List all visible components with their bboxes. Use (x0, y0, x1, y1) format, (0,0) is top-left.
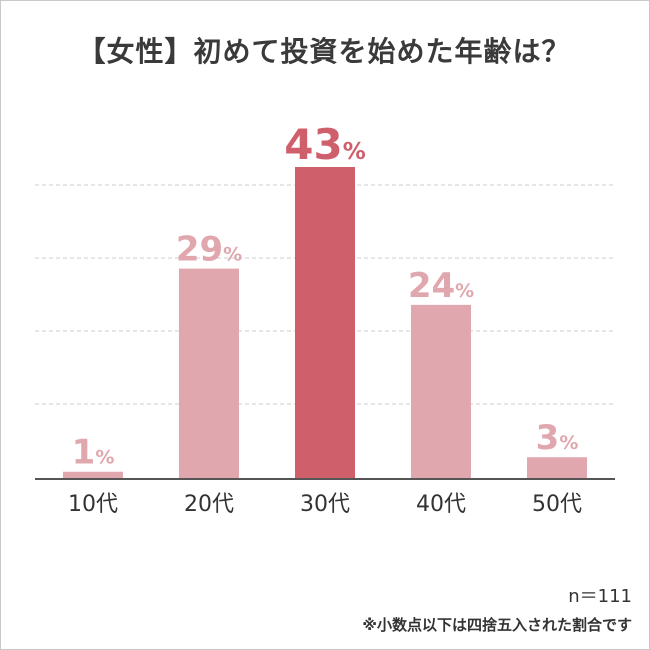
sample-size-note: n＝111 (568, 586, 632, 607)
value-label-30代: 43% (284, 120, 366, 169)
value-label-10代: 1% (72, 433, 115, 473)
tick-label-20代: 20代 (184, 492, 234, 517)
value-label-50代: 3% (536, 418, 579, 458)
bar-50代 (527, 457, 587, 479)
tick-label-50代: 50代 (532, 492, 582, 517)
tick-label-40代: 40代 (416, 492, 466, 517)
rounding-footnote: ※小数点以下は四捨五入された割合です (362, 616, 632, 634)
chart-title: 【女性】初めて投資を始めた年齢は？ (77, 35, 571, 68)
tick-label-30代: 30代 (300, 492, 350, 517)
value-label-40代: 24% (408, 266, 474, 306)
bar-10代 (63, 471, 123, 479)
bar-20代 (179, 268, 239, 479)
bar-30代 (295, 167, 355, 479)
bar-40代 (411, 304, 471, 479)
tick-label-10代: 10代 (68, 492, 118, 517)
value-label-20代: 29% (176, 230, 242, 270)
